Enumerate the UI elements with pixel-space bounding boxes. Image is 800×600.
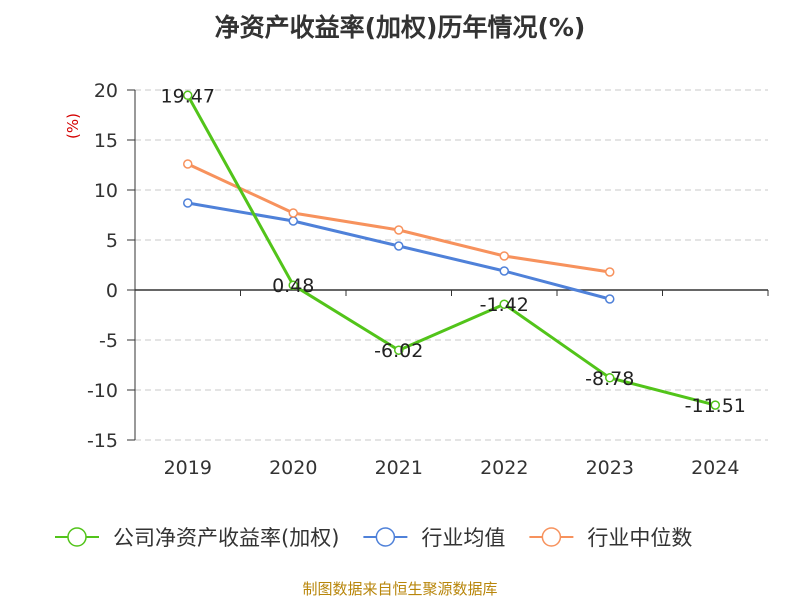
y-tick-label: 0 xyxy=(106,280,118,302)
data-point xyxy=(710,400,720,410)
series-line xyxy=(186,94,716,407)
data-point xyxy=(394,345,404,355)
y-tick-label: -5 xyxy=(99,330,118,352)
x-tick-label: 2020 xyxy=(269,457,317,479)
y-tick-label: 10 xyxy=(94,180,118,202)
y-tick-label: 5 xyxy=(106,230,118,252)
x-tick-label: 2019 xyxy=(164,457,212,479)
data-point xyxy=(394,225,404,235)
x-tick-label: 2023 xyxy=(586,457,634,479)
legend-item-label: 公司净资产收益率(加权) xyxy=(113,526,339,550)
y-axis-label: (%) xyxy=(64,113,82,139)
data-point xyxy=(605,294,615,304)
data-labels: 19.47 0.48 -6.02 -1.42 -8.78 -11.51 xyxy=(161,85,746,417)
legend-swatch-marker xyxy=(541,527,562,547)
data-point xyxy=(605,373,615,383)
legend-item-label: 行业中位数 xyxy=(587,526,692,550)
legend-swatch-marker xyxy=(375,527,396,547)
data-point xyxy=(394,241,404,251)
data-point xyxy=(183,90,193,101)
x-tick-label: 2024 xyxy=(691,457,739,479)
series-line xyxy=(187,201,611,301)
legend-swatch-marker xyxy=(67,527,87,547)
y-tick-label: -10 xyxy=(87,380,118,402)
data-point xyxy=(499,266,509,276)
data-point xyxy=(499,299,509,309)
data-label: -1.42 xyxy=(480,294,529,316)
data-label: -6.02 xyxy=(374,340,423,362)
series-line xyxy=(187,162,610,274)
x-tick-label: 2021 xyxy=(375,457,423,479)
data-point xyxy=(288,280,298,290)
axes: 20 15 10 5 0 -5 -10 -15 2019 2020 2021 2022 2023 2024 xyxy=(87,80,769,479)
data-label: -11.51 xyxy=(685,395,746,417)
data-label: 19.47 xyxy=(161,85,215,107)
x-tick-label: 2022 xyxy=(480,457,528,479)
data-point xyxy=(288,208,298,218)
data-point xyxy=(288,216,298,226)
grid-lines xyxy=(135,89,768,441)
data-point xyxy=(183,159,193,169)
series-lines xyxy=(183,90,720,410)
data-label: -8.78 xyxy=(585,368,634,390)
legend: 公司净资产收益率(加权) 行业均值 行业中位数 xyxy=(55,526,692,550)
data-point xyxy=(183,198,193,208)
chart-title: 净资产收益率(加权)历年情况(%) xyxy=(214,13,586,42)
y-tick-label: 20 xyxy=(94,80,118,102)
data-point xyxy=(499,251,509,261)
legend-item-label: 行业均值 xyxy=(421,526,505,550)
y-tick-label: 15 xyxy=(94,130,118,152)
data-source-note: 制图数据来自恒生聚源数据库 xyxy=(302,580,498,598)
y-tick-label: -15 xyxy=(87,430,118,452)
data-label: 0.48 xyxy=(272,275,314,297)
data-point xyxy=(605,267,615,277)
